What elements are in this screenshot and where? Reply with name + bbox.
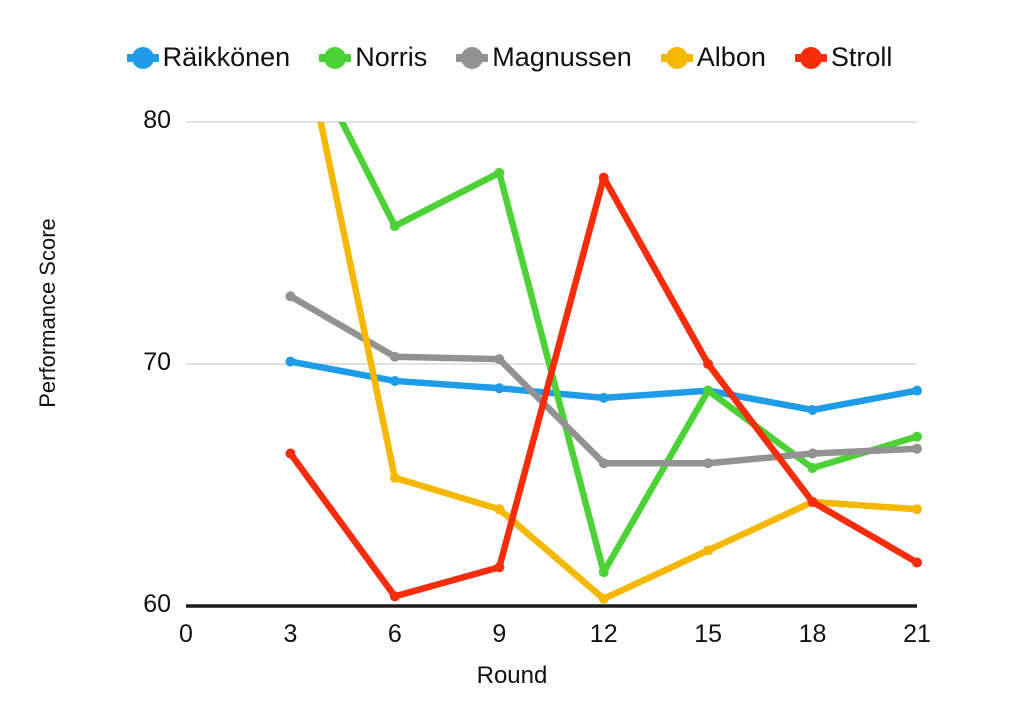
- y-tick-label: 70: [143, 348, 171, 376]
- data-point[interactable]: [494, 504, 505, 515]
- legend-label: Albon: [696, 42, 766, 72]
- series-line: [287, 174, 921, 600]
- series-lines: [285, 122, 922, 604]
- x-tick-label: 12: [589, 620, 618, 648]
- data-point[interactable]: [389, 591, 400, 602]
- data-point[interactable]: [389, 221, 400, 232]
- series-stroll: [285, 172, 922, 602]
- data-point[interactable]: [389, 472, 400, 483]
- y-tick-label: 60: [143, 590, 171, 618]
- y-tick-label: 80: [143, 106, 171, 134]
- x-tick-label: 15: [694, 620, 723, 648]
- data-point[interactable]: [598, 593, 609, 604]
- data-point[interactable]: [389, 351, 400, 362]
- chart-legend: Räikkönen Norris Magnussen Albon Stroll: [0, 44, 1024, 71]
- series-norris: [338, 122, 922, 578]
- legend-label: Räikkönen: [162, 42, 291, 72]
- data-point[interactable]: [912, 443, 922, 454]
- series-magnussen: [285, 291, 922, 469]
- legend-label: Magnussen: [492, 42, 632, 72]
- legend-marker-icon: [456, 46, 489, 69]
- data-point[interactable]: [912, 504, 922, 515]
- gridlines: [186, 121, 917, 365]
- data-point[interactable]: [598, 458, 609, 469]
- y-axis-title: Performance Score: [35, 218, 60, 408]
- data-point[interactable]: [703, 359, 714, 369]
- legend-label: Stroll: [830, 42, 893, 72]
- legend-marker-icon: [660, 46, 693, 69]
- data-point[interactable]: [598, 172, 609, 183]
- data-point[interactable]: [598, 567, 609, 578]
- legend-item-magnussen[interactable]: Magnussen: [456, 42, 632, 72]
- data-point[interactable]: [912, 385, 922, 396]
- legend-label: Norris: [355, 42, 428, 72]
- legend-item-norris[interactable]: Norris: [319, 42, 428, 72]
- legend-marker-icon: [126, 46, 159, 69]
- data-point[interactable]: [285, 356, 296, 367]
- x-tick-label: 21: [903, 620, 931, 648]
- data-point[interactable]: [703, 385, 714, 396]
- data-point[interactable]: [285, 291, 296, 302]
- data-point[interactable]: [807, 496, 818, 507]
- data-point[interactable]: [912, 431, 922, 442]
- data-point[interactable]: [912, 557, 922, 568]
- x-tick-label: 3: [283, 620, 298, 648]
- legend-item-rikknen[interactable]: Räikkönen: [126, 42, 291, 72]
- x-tick-label: 0: [179, 620, 193, 648]
- data-point[interactable]: [494, 562, 505, 573]
- data-point[interactable]: [807, 448, 818, 459]
- x-tick-label: 9: [492, 620, 507, 648]
- data-point[interactable]: [389, 375, 400, 386]
- data-point[interactable]: [807, 404, 818, 415]
- series-line: [338, 122, 921, 576]
- data-point[interactable]: [494, 354, 505, 365]
- legend-marker-icon: [794, 46, 827, 69]
- legend-item-stroll[interactable]: Stroll: [794, 42, 893, 72]
- x-tick-label: 6: [387, 620, 402, 648]
- legend-marker-icon: [319, 46, 352, 69]
- x-tick-label: 18: [798, 620, 827, 648]
- data-point[interactable]: [494, 383, 505, 394]
- data-point[interactable]: [598, 392, 609, 403]
- data-point[interactable]: [285, 448, 296, 459]
- data-point[interactable]: [703, 545, 714, 556]
- x-axis-title: Round: [476, 662, 548, 689]
- data-point[interactable]: [807, 463, 818, 474]
- legend-item-albon[interactable]: Albon: [660, 42, 766, 72]
- data-point[interactable]: [703, 458, 714, 469]
- data-point[interactable]: [494, 167, 505, 178]
